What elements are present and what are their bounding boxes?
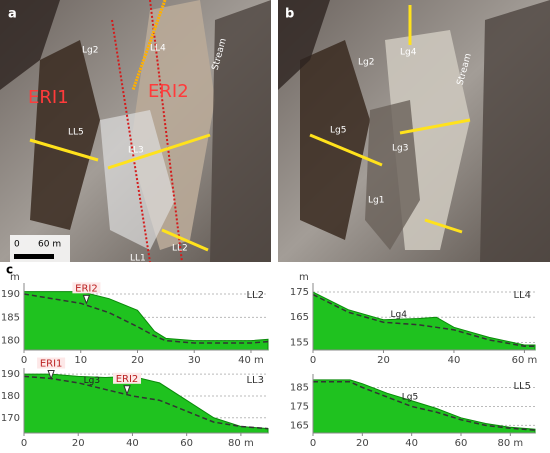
y-tick-label: 185 [290, 382, 309, 393]
scale-label: 60 m [38, 240, 61, 250]
x-tick-label: 40 [405, 438, 418, 449]
profile-line [23, 293, 269, 344]
x-tick-label: 60 [180, 438, 193, 449]
annotation: Lg4 [391, 310, 408, 320]
annotation-marker [47, 370, 55, 380]
map-label: ERI2 [148, 81, 189, 102]
profile-line [313, 381, 536, 431]
panel-label: a [8, 7, 17, 22]
panel-label: b [285, 7, 294, 22]
y-tick-label: 190 [1, 289, 20, 300]
x-tick-label: 20 [356, 438, 369, 449]
y-tick-label: 165 [290, 420, 309, 431]
map-label: Lg3 [392, 144, 408, 154]
profile-line [23, 375, 269, 430]
chart-title: LL5 [513, 381, 531, 392]
terrain-area [312, 291, 536, 351]
y-tick-label: 175 [290, 401, 309, 412]
annotation-marker [82, 294, 91, 305]
map-label: Lg2 [82, 46, 98, 56]
map-label: Lg5 [330, 126, 346, 136]
y-tick-label: 155 [290, 337, 309, 348]
x-tick-label: 10 [74, 355, 87, 366]
x-tick-label: 40 m [238, 355, 264, 366]
y-tick-label: 190 [1, 369, 20, 380]
map-label: Lg1 [368, 196, 384, 206]
x-tick-label: 40 [126, 438, 139, 449]
y-tick-label: 180 [1, 391, 20, 402]
annotation-marker [123, 385, 131, 396]
chart-title: LL2 [246, 290, 264, 301]
y-unit: m [299, 272, 309, 283]
map-label: LL3 [128, 146, 144, 156]
map-label: LL5 [68, 128, 84, 138]
terrain-area [23, 291, 269, 351]
x-tick-label: 40 [448, 355, 461, 366]
y-tick-label: 170 [1, 413, 20, 424]
annotation: Lg3 [84, 376, 100, 386]
map-label: Lg2 [358, 58, 374, 68]
map-label: LL1 [130, 254, 146, 264]
x-tick-label: 60 m [512, 355, 538, 366]
annotation: ERI2 [116, 374, 139, 385]
profile-line [312, 293, 535, 347]
y-tick-label: 180 [1, 336, 20, 347]
x-tick-label: 80 m [498, 438, 524, 449]
x-tick-label: 0 [310, 438, 316, 449]
scale-label: 0 [14, 240, 20, 250]
panel-a-image [0, 0, 271, 263]
x-tick-label: 0 [310, 355, 316, 366]
panel-label: c [6, 263, 13, 277]
x-tick-label: 60 [455, 438, 468, 449]
terrain-area [23, 373, 269, 434]
annotation-box [37, 357, 66, 369]
annotation: ERI2 [75, 283, 98, 294]
map-label: Lg4 [400, 48, 417, 58]
x-tick-label: 0 [21, 438, 27, 449]
x-tick-label: 80 m [228, 438, 254, 449]
panel-b-image [278, 0, 550, 262]
annotation: ERI1 [40, 359, 63, 370]
x-tick-label: 30 [188, 355, 201, 366]
annotation: Lg5 [402, 392, 418, 402]
map-label: LL4 [150, 44, 166, 54]
chart-title: LL4 [513, 290, 531, 301]
map-label: ERI1 [28, 87, 69, 108]
annotation-box [72, 282, 101, 294]
y-tick-label: 165 [290, 312, 309, 323]
chart-title: LL3 [246, 375, 264, 386]
y-tick-label: 175 [290, 287, 309, 298]
x-tick-label: 20 [72, 438, 85, 449]
map-label: LL2 [172, 244, 188, 254]
y-unit: m [10, 272, 20, 283]
x-tick-label: 0 [21, 355, 27, 366]
y-tick-label: 185 [1, 312, 20, 323]
x-tick-label: 20 [131, 355, 144, 366]
x-tick-label: 20 [377, 355, 390, 366]
annotation-box [113, 372, 142, 384]
